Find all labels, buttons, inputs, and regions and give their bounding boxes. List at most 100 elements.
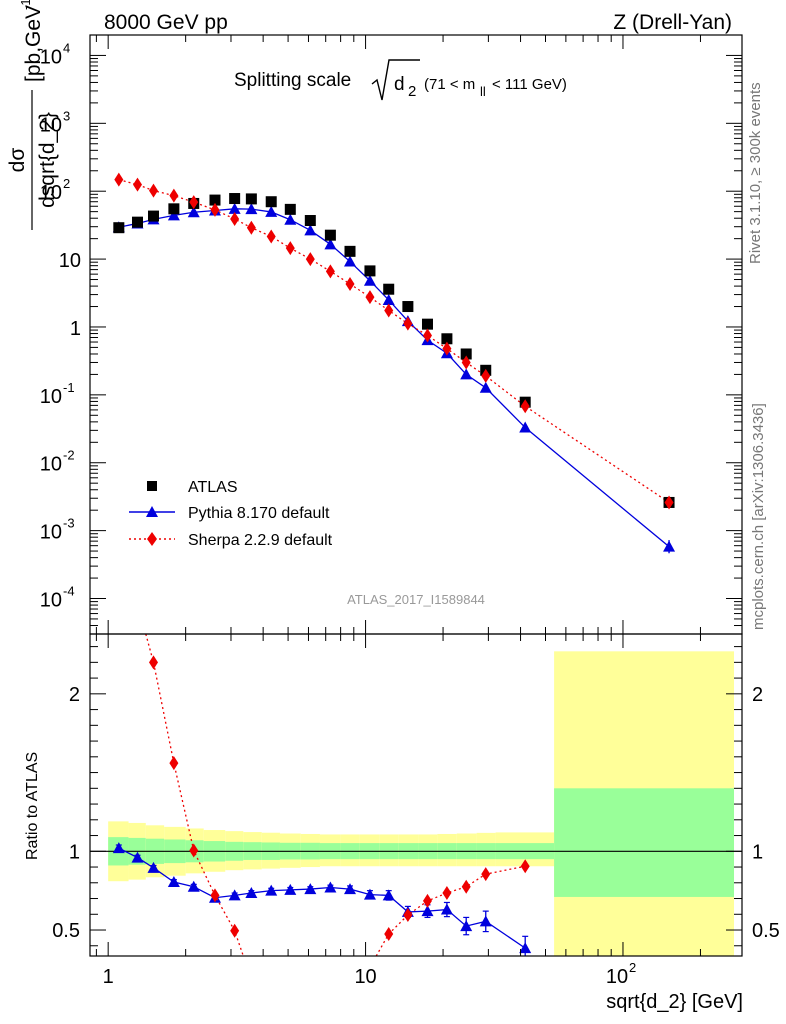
data-point-diamond (481, 368, 491, 383)
y-tick-label-exponent: -3 (63, 516, 75, 531)
data-point-square (441, 333, 453, 345)
y-tick-label-exponent: 4 (63, 40, 70, 55)
title-main-text: Splitting scale (234, 70, 351, 91)
data-point-square (284, 203, 296, 215)
data-point-triangle (479, 381, 492, 393)
data-point-square (168, 203, 180, 215)
data-point-triangle (304, 224, 317, 236)
legend-label-atlas: ATLAS (188, 479, 238, 496)
sherpa-ratio-point (422, 893, 432, 908)
x-tick-label: 10 (606, 966, 628, 988)
pythia-ratio-point (228, 889, 241, 901)
title-sqrt-symbol (371, 59, 420, 101)
pythia-ratio-point (147, 861, 160, 873)
mcplots-label: mcplots.cern.ch [arXiv:1306.3436] (750, 403, 767, 630)
data-point-diamond (520, 399, 530, 414)
sherpa-ratio-point (461, 879, 471, 894)
ratio-y-axis-label: Ratio to ATLAS (24, 752, 41, 860)
legend: ATLAS Pythia 8.170 default Sherpa 2.2.9 … (129, 479, 333, 549)
pythia-ratio-point (460, 920, 473, 932)
title-range-text: (71 < m (424, 76, 475, 93)
data-point-square (265, 196, 277, 208)
y-tick-label-exponent: -1 (63, 380, 75, 395)
sherpa-ratio-point (384, 926, 394, 941)
pythia-ratio-point (265, 884, 278, 896)
data-point-triangle (284, 213, 297, 225)
ratio-y-tick-label: 1 (69, 841, 80, 863)
y-tick-label-exponent: 3 (63, 108, 70, 123)
data-point-diamond (266, 229, 276, 244)
data-point-square (324, 229, 336, 241)
pythia-ratio-point (245, 887, 258, 899)
sherpa-ratio-point (230, 923, 240, 938)
data-point-diamond (384, 303, 394, 318)
data-point-square (229, 193, 241, 205)
data-point-diamond (442, 341, 452, 356)
header-left-label: 8000 GeV pp (104, 11, 228, 34)
data-point-square (209, 194, 221, 206)
pythia-ratio-point (324, 881, 337, 893)
y-tick-label: 1 (70, 318, 81, 340)
sherpa-ratio-point (189, 843, 199, 858)
data-point-diamond (114, 172, 124, 187)
data-point-square (364, 265, 376, 277)
y-label-unit-sup: -1 (18, 0, 33, 10)
ratio-series-layer (112, 634, 532, 956)
ratio-y-tick-label-right: 2 (752, 684, 763, 706)
y-label-denominator: dsqrt{d_2} (36, 112, 59, 208)
data-point-triangle (460, 368, 473, 380)
pythia-ratio-point (187, 880, 200, 892)
data-point-triangle (228, 202, 241, 214)
data-point-diamond (365, 290, 375, 305)
data-point-diamond (664, 495, 674, 510)
legend-marker-sherpa (147, 532, 157, 546)
data-point-triangle (187, 206, 200, 218)
sherpa-ratio-point (210, 888, 220, 903)
data-point-diamond (210, 202, 220, 217)
header-right-label: Z (Drell-Yan) (613, 11, 732, 34)
data-point-diamond (230, 211, 240, 226)
data-point-square (460, 348, 472, 360)
pythia-ratio-point (421, 905, 434, 917)
data-point-triangle (382, 293, 395, 305)
data-point-triangle (363, 274, 376, 286)
x-tick-label: 10 (354, 966, 376, 988)
data-point-square (131, 216, 143, 228)
pythia-ratio-point (519, 942, 532, 954)
data-point-diamond (422, 328, 432, 343)
legend-label-sherpa: Sherpa 2.2.9 default (188, 532, 333, 549)
pythia-ratio-point (344, 883, 357, 895)
data-point-diamond (285, 241, 295, 256)
data-point-triangle (663, 540, 676, 552)
data-point-square (245, 193, 257, 205)
data-point-triangle (265, 205, 278, 217)
data-point-triangle (519, 421, 532, 433)
title-range-sub: ll (480, 84, 486, 99)
data-point-diamond (169, 188, 179, 203)
sherpa-ratio-point (169, 756, 179, 771)
y-tick-label: 10 (40, 522, 62, 544)
sherpa-ratio-point (520, 859, 530, 874)
sherpa-ratio-point (403, 908, 413, 923)
ratio-y-tick-label-right: 1 (752, 841, 763, 863)
ratio-y-tick-label: 0.5 (52, 920, 80, 942)
analysis-id-label: ATLAS_2017_I1589844 (347, 592, 485, 607)
data-point-square (147, 210, 159, 222)
data-point-diamond (403, 316, 413, 331)
pythia-ratio-point (304, 883, 317, 895)
pythia-ratio-point (131, 851, 144, 863)
x-tick-label: 1 (103, 966, 114, 988)
y-tick-label: 10 (40, 114, 62, 136)
rivet-version-label: Rivet 3.1.10, ≥ 300k events (747, 82, 764, 264)
y-tick-label: 10 (40, 386, 62, 408)
y-tick-label: 10 (40, 182, 62, 204)
y-label-unit: [pb,GeV (22, 5, 45, 82)
y-tick-label: 10 (40, 454, 62, 476)
data-point-diamond (148, 183, 158, 198)
sherpa-ratio-point (442, 886, 452, 901)
y-tick-label-exponent: -2 (63, 448, 75, 463)
data-point-diamond (132, 177, 142, 192)
legend-label-pythia: Pythia 8.170 default (188, 505, 330, 522)
